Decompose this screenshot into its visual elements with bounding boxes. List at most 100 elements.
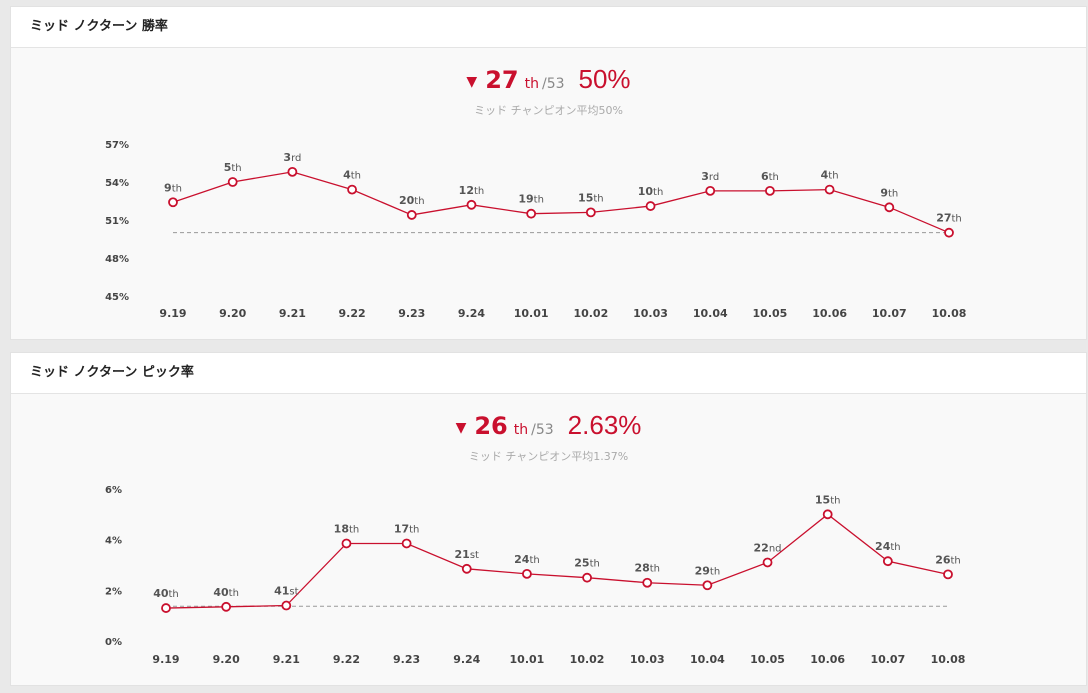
pickrate-data-point	[221, 601, 232, 612]
winrate-rank: 27	[485, 66, 519, 94]
winrate-data-point	[645, 201, 656, 211]
pickrate-xtick-label: 9.24	[453, 653, 480, 666]
winrate-rank-label: 27th	[936, 212, 962, 225]
winrate-data-point	[287, 166, 298, 177]
winrate-data-point	[466, 199, 477, 210]
pickrate-xtick-label: 10.05	[750, 653, 785, 666]
winrate-data-point	[884, 202, 895, 213]
winrate-rank-label: 4th	[821, 169, 839, 182]
winrate-xtick-label: 10.03	[633, 307, 668, 320]
pickrate-panel-title: ミッド ノクターン ピック率	[11, 353, 1086, 394]
winrate-rank-total: /53	[541, 76, 565, 92]
winrate-ytick-label: 57%	[105, 140, 129, 151]
winrate-panel-title: ミッド ノクターン 勝率	[11, 7, 1086, 48]
pickrate-data-point	[281, 600, 292, 611]
winrate-rank-label: 19th	[518, 193, 544, 206]
pickrate-rank-label: 25th	[574, 557, 600, 570]
winrate-data-point	[824, 184, 835, 195]
winrate-xtick-label: 9.21	[279, 307, 306, 320]
winrate-ytick-label: 51%	[105, 216, 129, 227]
rank-down-icon: ▼	[466, 74, 478, 90]
pickrate-xtick-label: 10.06	[810, 653, 845, 666]
winrate-ytick-label: 54%	[105, 178, 129, 189]
pickrate-rank-label: 15th	[815, 493, 841, 506]
pickrate-xtick-label: 10.02	[570, 653, 605, 666]
winrate-rank-label: 15th	[578, 191, 604, 204]
pickrate-xtick-label: 9.19	[152, 653, 179, 666]
pickrate-data-point	[882, 556, 893, 567]
winrate-data-point	[765, 185, 775, 196]
winrate-line-chart: 57% 54% 51% 48% 45% 9th 9.19 5th 9.20 3rd 9.21 4th 9…	[105, 140, 967, 320]
winrate-rank-label: 4th	[343, 169, 361, 182]
winrate-rank-label: 3rd	[701, 170, 719, 183]
winrate-ytick-label: 48%	[105, 254, 129, 265]
pickrate-xtick-label: 10.03	[630, 653, 665, 666]
pickrate-xtick-label: 10.01	[510, 653, 545, 666]
winrate-xtick-label: 10.08	[932, 307, 967, 320]
pickrate-rank-label: 24th	[875, 540, 901, 553]
pickrate-rank-label: 29th	[695, 564, 721, 577]
winrate-rank-label: 10th	[638, 185, 664, 198]
pickrate-rank-suffix: th	[513, 422, 529, 438]
winrate-rank-label: 5th	[224, 161, 242, 174]
winrate-series-line	[172, 171, 950, 234]
winrate-rank-label: 9th	[880, 186, 898, 199]
pickrate-ytick-label: 4%	[105, 536, 122, 547]
pickrate-rank-label: 21st	[455, 548, 480, 561]
winrate-rank-label: 12th	[459, 184, 485, 197]
winrate-rank-suffix: th	[524, 76, 539, 92]
winrate-data-point	[347, 184, 357, 195]
pickrate-xtick-label: 10.04	[690, 653, 725, 666]
pickrate-xtick-label: 10.07	[870, 653, 905, 666]
pickrate-data-point	[943, 569, 953, 580]
pickrate-data-point	[401, 538, 412, 549]
winrate-xtick-label: 10.01	[514, 307, 549, 320]
pickrate-rank-label: 26th	[935, 553, 961, 566]
pickrate-xtick-label: 9.23	[393, 653, 420, 666]
pickrate-series-line	[165, 513, 949, 609]
winrate-xtick-label: 10.02	[573, 307, 608, 320]
winrate-rank-label: 20th	[399, 194, 425, 207]
pickrate-xtick-label: 9.22	[333, 653, 360, 666]
winrate-data-point	[227, 177, 238, 187]
winrate-xtick-label: 9.24	[458, 307, 485, 320]
pickrate-data-point	[522, 568, 532, 579]
pickrate-rank-label: 22nd	[754, 541, 782, 554]
pickrate-line-chart: 6% 4% 2% 0% 40th 9.19 40th 9.20 41st 9.21 18th 9.22…	[105, 485, 966, 666]
winrate-panel: ミッド ノクターン 勝率 ▼ 27 th /53 50% ミッド チャンピオン平…	[10, 6, 1087, 340]
pickrate-xtick-label: 10.08	[931, 653, 966, 666]
winrate-xtick-label: 9.20	[219, 307, 246, 320]
winrate-xtick-label: 9.22	[339, 307, 366, 320]
pickrate-ytick-label: 2%	[105, 586, 122, 597]
winrate-data-point	[944, 227, 954, 238]
pickrate-ytick-label: 6%	[105, 485, 122, 496]
pickrate-data-point	[642, 577, 653, 588]
pickrate-rank-label: 17th	[394, 522, 420, 535]
winrate-data-point	[585, 207, 596, 218]
pickrate-rank-label: 40th	[213, 586, 239, 599]
pickrate-data-point	[762, 557, 773, 568]
winrate-ytick-label: 45%	[105, 292, 129, 303]
pickrate-panel: ミッド ノクターン ピック率 ▼ 26 th /53 2.63% ミッド チャン…	[10, 352, 1087, 686]
winrate-xtick-label: 10.04	[693, 307, 728, 320]
winrate-xtick-label: 10.05	[753, 307, 788, 320]
pickrate-data-point	[582, 572, 592, 583]
pickrate-average-text: ミッド チャンピオン平均1.37%	[468, 450, 629, 463]
pickrate-rank: 26	[474, 412, 508, 440]
pickrate-xtick-label: 9.20	[213, 653, 240, 666]
pickrate-rank-label: 40th	[153, 587, 179, 600]
winrate-data-point	[705, 185, 716, 196]
pickrate-rank-label: 41st	[274, 585, 299, 598]
pickrate-data-point	[461, 563, 472, 574]
pickrate-data-point	[341, 538, 352, 549]
winrate-xtick-label: 10.06	[812, 307, 847, 320]
winrate-average-text: ミッド チャンピオン平均50%	[474, 104, 623, 117]
pickrate-value: 2.63%	[567, 410, 642, 440]
pickrate-data-point	[702, 580, 713, 591]
winrate-value: 50%	[578, 64, 631, 94]
pickrate-rank-label: 28th	[634, 562, 660, 575]
pickrate-rank-total: /53	[531, 422, 554, 438]
winrate-data-point	[526, 208, 537, 219]
winrate-data-point	[406, 210, 417, 220]
winrate-xtick-label: 9.23	[398, 307, 425, 320]
